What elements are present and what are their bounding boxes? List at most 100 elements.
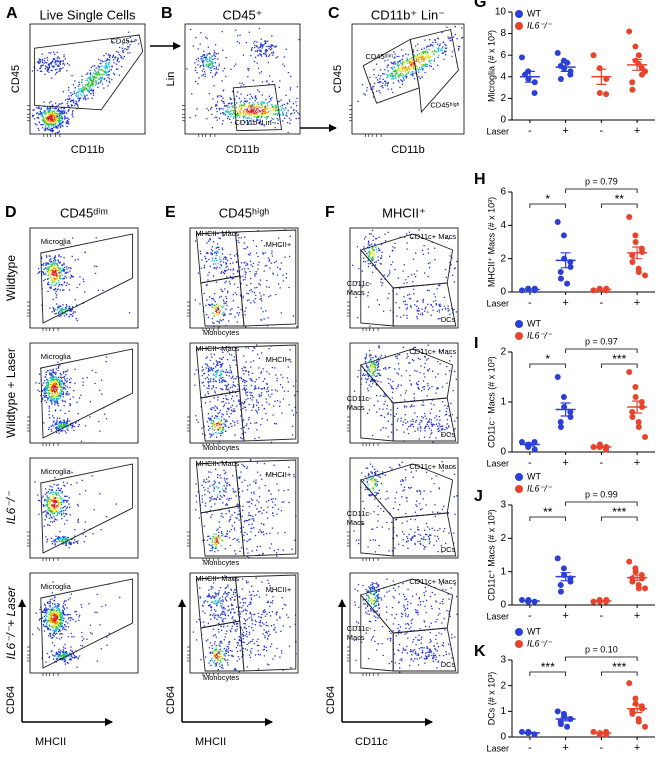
event-dot xyxy=(43,59,46,62)
event-dot xyxy=(247,69,249,72)
event-dot xyxy=(247,427,250,430)
event-dot xyxy=(55,382,58,384)
event-dot xyxy=(50,120,52,123)
event-dot xyxy=(398,81,400,83)
event-dot xyxy=(218,411,221,414)
event-dot xyxy=(212,421,215,423)
event-dot xyxy=(58,537,60,540)
event-dot xyxy=(109,55,111,57)
event-dot xyxy=(134,39,136,41)
event-dot xyxy=(47,263,49,265)
event-dot xyxy=(256,117,258,119)
event-dot xyxy=(424,65,426,67)
event-dot xyxy=(233,410,236,412)
event-dot xyxy=(88,89,90,92)
event-dot xyxy=(63,112,65,115)
event-dot xyxy=(245,425,247,427)
event-dot xyxy=(64,110,66,112)
event-dot xyxy=(48,277,50,279)
event-dot xyxy=(44,387,46,389)
event-dot xyxy=(370,88,372,90)
event-dot xyxy=(43,110,46,112)
event-dot xyxy=(230,406,232,408)
event-dot xyxy=(61,511,63,513)
event-dot xyxy=(249,120,251,122)
event-dot xyxy=(51,104,54,106)
event-dot xyxy=(59,614,61,616)
event-dot xyxy=(55,423,57,425)
event-dot xyxy=(48,383,50,385)
event-dot xyxy=(69,398,71,400)
event-dot xyxy=(51,642,54,644)
event-dot xyxy=(211,253,214,255)
event-dot xyxy=(72,396,74,398)
event-dot xyxy=(210,252,212,254)
event-dot xyxy=(62,506,64,509)
event-dot xyxy=(52,384,55,387)
event-dot xyxy=(225,110,227,112)
event-dot xyxy=(96,71,98,74)
event-dot xyxy=(237,306,239,309)
event-dot xyxy=(212,433,214,435)
event-dot xyxy=(53,644,56,647)
event-dot xyxy=(94,382,96,385)
event-dot xyxy=(66,607,68,609)
event-dot xyxy=(220,366,222,368)
event-dot xyxy=(51,128,53,130)
event-dot xyxy=(422,56,424,58)
event-dot xyxy=(282,398,285,400)
event-dot xyxy=(64,424,66,426)
event-dot xyxy=(210,304,212,307)
event-dot xyxy=(48,390,50,392)
event-dot xyxy=(249,104,251,106)
event-dot xyxy=(196,419,198,421)
event-dot xyxy=(40,66,42,68)
event-dot xyxy=(80,603,82,606)
event-dot xyxy=(51,263,53,265)
event-dot xyxy=(49,601,51,603)
event-dot xyxy=(219,428,221,430)
event-dot xyxy=(255,45,258,47)
event-dot xyxy=(59,269,61,271)
event-dot xyxy=(51,273,54,275)
event-dot xyxy=(214,251,216,253)
event-dot xyxy=(56,115,58,118)
event-dot xyxy=(57,398,59,400)
event-dot xyxy=(424,39,426,41)
event-dot xyxy=(247,122,250,125)
event-dot xyxy=(50,499,53,501)
event-dot xyxy=(222,97,224,99)
event-dot xyxy=(229,367,232,369)
event-dot xyxy=(230,115,232,117)
event-dot xyxy=(214,301,216,303)
event-dot xyxy=(244,261,246,263)
event-dot xyxy=(51,505,53,507)
event-dot xyxy=(41,398,44,401)
event-dot xyxy=(392,70,394,72)
event-dot xyxy=(123,55,125,58)
event-dot xyxy=(228,230,230,232)
event-dot xyxy=(50,117,52,119)
event-dot xyxy=(206,58,208,60)
event-dot xyxy=(61,633,63,635)
event-dot xyxy=(231,404,233,406)
event-dot xyxy=(55,381,57,383)
event-dot xyxy=(79,93,82,96)
event-dot xyxy=(46,626,49,628)
event-dot xyxy=(223,301,225,303)
event-dot xyxy=(53,372,56,374)
event-dot xyxy=(72,542,75,544)
event-dot xyxy=(277,400,279,402)
gate-label: MHCII- Macs xyxy=(195,229,239,238)
event-dot xyxy=(63,107,65,110)
event-dot xyxy=(262,101,264,103)
event-dot xyxy=(218,237,220,239)
event-dot xyxy=(38,629,40,631)
event-dot xyxy=(55,121,57,123)
event-dot xyxy=(65,304,68,306)
event-dot xyxy=(53,507,56,509)
event-dot xyxy=(224,380,226,382)
event-dot xyxy=(46,384,48,386)
event-dot xyxy=(204,71,206,73)
event-dot xyxy=(206,65,208,67)
